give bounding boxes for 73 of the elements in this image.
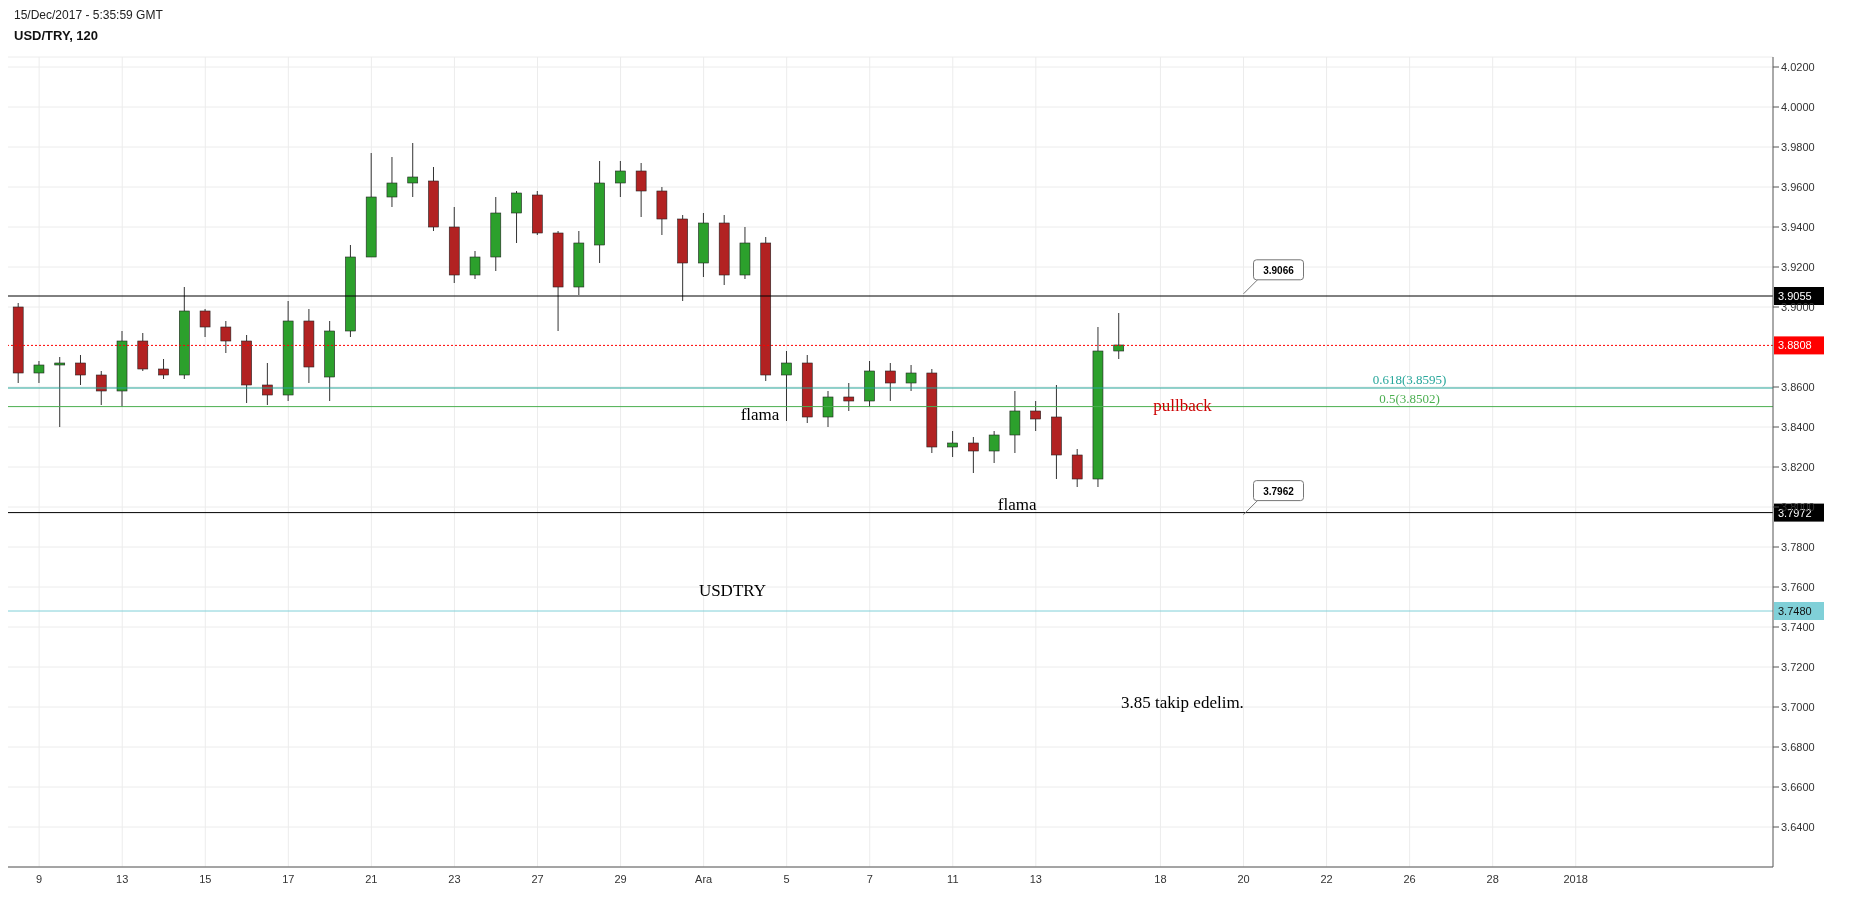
- candlestick: [386, 156, 398, 208]
- candlestick: [1009, 390, 1021, 454]
- annotation: flama: [740, 404, 780, 425]
- annotation: 3.9066: [1263, 264, 1295, 276]
- x-tick-label: 23: [448, 872, 461, 885]
- annotation: flama: [997, 495, 1037, 516]
- candlestick: [75, 354, 86, 386]
- x-tick-label: 28: [1486, 872, 1499, 885]
- candlestick: [947, 430, 958, 458]
- candlestick: [843, 382, 855, 412]
- candlestick: [635, 162, 647, 218]
- candlestick: [988, 430, 1000, 464]
- y-tick-label: 3.6800: [1781, 740, 1815, 753]
- x-tick-label: 9: [36, 872, 43, 885]
- candlestick: [511, 190, 522, 244]
- annotation: 0.5(3.8502): [1379, 390, 1440, 406]
- y-tick-label: 3.6400: [1781, 820, 1815, 833]
- candlestick: [158, 358, 169, 380]
- y-tick-label: 3.7600: [1781, 580, 1815, 593]
- annotation: USDTRY: [698, 581, 766, 602]
- candlestick: [1071, 448, 1083, 488]
- candlestick: [968, 436, 979, 474]
- y-tick-label: 3.7000: [1781, 700, 1815, 713]
- y-tick-label: 3.8200: [1781, 460, 1815, 473]
- y-tick-label: 3.9600: [1781, 180, 1815, 193]
- candlestick: [220, 320, 232, 354]
- candlestick: [905, 364, 917, 392]
- chart-subtitle: 15/Dec/2017 - 5:35:59 GMT: [13, 8, 164, 24]
- x-tick-label: 7: [866, 872, 873, 885]
- ref-line-label: 3.7480: [1778, 605, 1812, 617]
- candlestick: [822, 390, 834, 428]
- candlestick: [1113, 312, 1125, 360]
- x-tick-label: 21: [365, 872, 378, 885]
- annotation: 0.618(3.8595): [1372, 371, 1447, 387]
- y-tick-label: 3.9200: [1781, 260, 1815, 273]
- x-tick-label: 13: [1029, 872, 1042, 885]
- candlestick: [199, 308, 211, 338]
- candlestick: [54, 356, 66, 428]
- chart-title: USD/TRY, 120: [13, 28, 100, 45]
- x-tick-label: 27: [531, 872, 544, 885]
- x-tick-label: Ara: [695, 872, 714, 885]
- x-tick-label: 17: [282, 872, 295, 885]
- x-tick-label: 22: [1320, 872, 1333, 885]
- annotation: 3.85 takip edelim.: [1121, 693, 1244, 713]
- y-tick-label: 3.7400: [1781, 620, 1815, 633]
- x-tick-label: 5: [783, 872, 790, 885]
- x-tick-label: 18: [1154, 872, 1167, 885]
- y-tick-label: 4.0000: [1781, 100, 1815, 113]
- candlestick: [781, 350, 792, 422]
- x-tick-label: 26: [1403, 872, 1416, 885]
- candlestick: [33, 360, 45, 384]
- y-tick-label: 3.8600: [1781, 380, 1815, 393]
- x-tick-label: 2018: [1563, 872, 1588, 885]
- ref-line-label: 3.9055: [1778, 290, 1812, 302]
- ref-line-label: 3.8808: [1778, 339, 1812, 352]
- y-tick-label: 3.9800: [1781, 140, 1815, 153]
- x-tick-label: 15: [199, 872, 212, 885]
- x-tick-label: 29: [614, 872, 627, 885]
- candlestick: [469, 250, 481, 280]
- x-tick-label: 13: [116, 872, 129, 885]
- candlestick: [1030, 400, 1041, 432]
- candlestick: [407, 142, 419, 198]
- y-tick-label: 3.7800: [1781, 540, 1815, 553]
- candlestick: [885, 362, 896, 402]
- annotation: 3.7962: [1263, 485, 1295, 497]
- candlestick: [615, 160, 626, 198]
- y-tick-label: 3.6600: [1781, 780, 1815, 793]
- y-tick-label: 4.0200: [1781, 60, 1815, 73]
- x-tick-label: 20: [1237, 872, 1250, 885]
- x-tick-label: 11: [947, 872, 959, 885]
- y-tick-label: 3.7200: [1781, 660, 1815, 673]
- y-tick-label: 3.9400: [1781, 220, 1815, 233]
- y-tick-label: 3.8400: [1781, 420, 1815, 433]
